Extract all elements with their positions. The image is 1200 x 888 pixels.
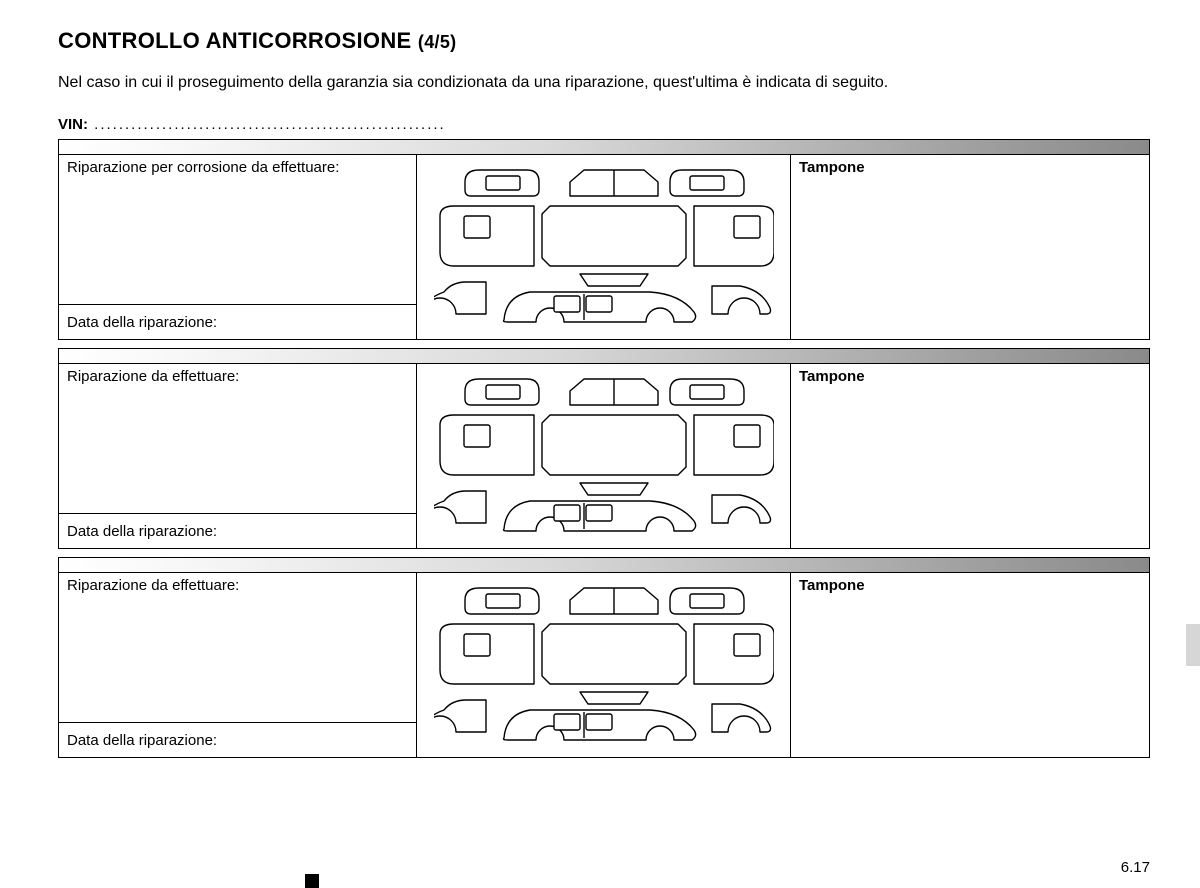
section-row: Riparazione per corrosione da effettuare…: [59, 155, 1149, 339]
diagram-cell: [417, 155, 791, 339]
repair-date-label: Data della riparazione:: [59, 514, 416, 548]
stamp-cell: Tampone: [791, 155, 1149, 339]
repair-date-label: Data della riparazione:: [59, 723, 416, 757]
stamp-cell: Tampone: [791, 573, 1149, 757]
form-section: Riparazione da effettuare: Data della ri…: [58, 557, 1150, 758]
document-page: CONTROLLO ANTICORROSIONE (4/5) Nel caso …: [0, 0, 1200, 888]
vin-field: VIN: ...................................…: [58, 116, 1150, 133]
page-number: 6.17: [1121, 859, 1150, 876]
left-cell: Riparazione da effettuare: Data della ri…: [59, 573, 417, 757]
section-gradient-bar: [59, 558, 1149, 573]
stamp-cell: Tampone: [791, 364, 1149, 548]
diagram-cell: [417, 364, 791, 548]
car-body-exploded-icon: [434, 162, 774, 332]
car-body-exploded-icon: [434, 371, 774, 541]
diagram-cell: [417, 573, 791, 757]
title-main: CONTROLLO ANTICORROSIONE: [58, 28, 412, 53]
left-cell: Riparazione da effettuare: Data della ri…: [59, 364, 417, 548]
form-section: Riparazione per corrosione da effettuare…: [58, 139, 1150, 340]
stamp-label: Tampone: [799, 159, 865, 176]
intro-text: Nel caso in cui il proseguimento della g…: [58, 74, 1150, 92]
form-sections: Riparazione per corrosione da effettuare…: [58, 139, 1150, 758]
title-page-part: (4/5): [418, 32, 457, 52]
repair-label: Riparazione per corrosione da effettuare…: [59, 155, 416, 305]
page-title: CONTROLLO ANTICORROSIONE (4/5): [58, 28, 1150, 54]
footer-crop-mark: [305, 874, 319, 888]
form-section: Riparazione da effettuare: Data della ri…: [58, 348, 1150, 549]
car-body-exploded-icon: [434, 580, 774, 750]
section-gradient-bar: [59, 349, 1149, 364]
stamp-label: Tampone: [799, 368, 865, 385]
section-gradient-bar: [59, 140, 1149, 155]
side-thumb-tab: [1186, 624, 1200, 666]
repair-date-label: Data della riparazione:: [59, 305, 416, 339]
repair-label: Riparazione da effettuare:: [59, 364, 416, 514]
stamp-label: Tampone: [799, 577, 865, 594]
section-row: Riparazione da effettuare: Data della ri…: [59, 364, 1149, 548]
left-cell: Riparazione per corrosione da effettuare…: [59, 155, 417, 339]
repair-label: Riparazione da effettuare:: [59, 573, 416, 723]
vin-label: VIN:: [58, 116, 88, 133]
vin-dots: ........................................…: [88, 116, 446, 133]
section-row: Riparazione da effettuare: Data della ri…: [59, 573, 1149, 757]
